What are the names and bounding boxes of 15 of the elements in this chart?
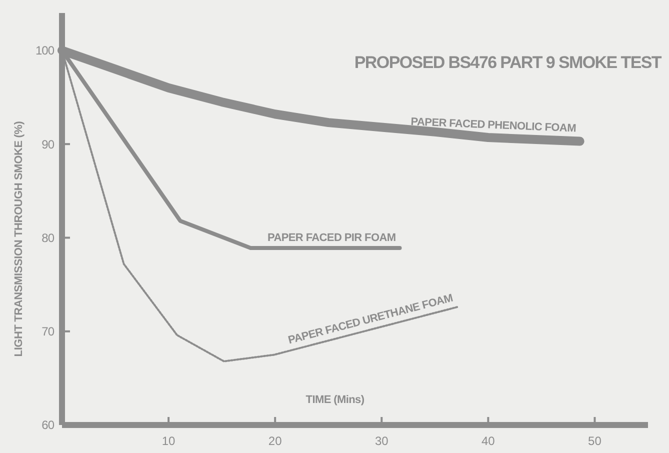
y-tick-label: 60 [42, 418, 55, 432]
y-tick-label: 80 [42, 230, 55, 245]
x-tick-label: 10 [162, 434, 176, 448]
x-tick-label: 20 [268, 434, 282, 448]
y-tick-label: 70 [42, 324, 55, 339]
series-label: PAPER FACED PIR FOAM [267, 232, 396, 244]
x-tick-label: 40 [482, 434, 496, 448]
x-tick-label: 30 [374, 434, 389, 448]
x-tick-label: 50 [588, 434, 602, 448]
text: PROPOSED BS476 PART 9 SMOKE TEST [354, 53, 662, 72]
y-axis-title: LIGHT TRANSMISSION THROUGH SMOKE (%) [13, 120, 25, 357]
series-label: PAPER FACED PHENOLIC FOAM [410, 116, 576, 135]
y-tick-label: 100 [35, 44, 55, 58]
x-axis-title: TIME (Mins) [306, 394, 365, 406]
y-tick-label: 90 [42, 137, 55, 152]
